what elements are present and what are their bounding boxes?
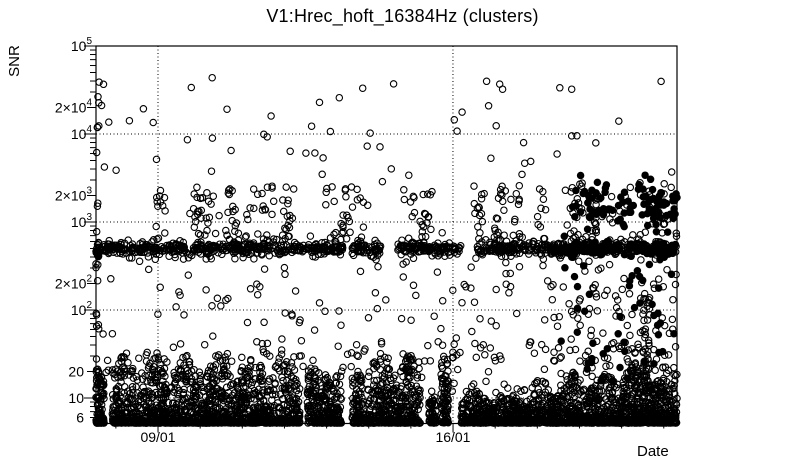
- y-tick-label: 2×103: [55, 186, 93, 204]
- points-glitch-tower: [639, 289, 654, 413]
- points-top-scatter: [97, 73, 665, 130]
- y-tick-label: 104: [71, 124, 93, 142]
- points-noise-floor-d: [303, 356, 346, 427]
- points-noise-floor-column: [437, 352, 453, 427]
- scatter-points: [92, 73, 681, 427]
- points-noise-floor-j: [555, 368, 624, 427]
- points-noise-floor-c: [166, 351, 304, 427]
- points-low-halo: [98, 338, 680, 398]
- points-mid-scatter: [92, 234, 680, 366]
- x-axis-title: Date: [637, 443, 669, 460]
- y-tick-label: 20: [68, 364, 84, 380]
- y-tick-label: 103: [71, 212, 93, 230]
- points-filled-cluster-right-top: [568, 171, 681, 236]
- plot-frame: [95, 45, 678, 425]
- points-noise-floor-h: [457, 387, 534, 427]
- y-tick-label: 2×102: [55, 274, 93, 292]
- points-open-cluster-right-top: [561, 179, 675, 239]
- chart-title: V1:Hrec_hoft_16384Hz (clusters): [266, 6, 539, 26]
- x-tick-label: 09/01: [140, 429, 175, 445]
- points-noise-floor-e: [348, 351, 424, 427]
- y-tick-label: 6: [76, 410, 84, 426]
- x-tick-label: 16/01: [435, 429, 470, 445]
- y-tick-label: 10: [68, 390, 84, 406]
- y-tick-label: 105: [71, 36, 93, 54]
- points-noise-floor-f: [425, 393, 441, 427]
- y-tick-label: 102: [71, 300, 93, 318]
- points-noise-floor-k: [616, 359, 681, 427]
- points-band-filled-left-clump: [92, 246, 103, 261]
- points-left-edge-column: [92, 78, 103, 377]
- y-tick-labels: 105 2×104 104 2×103 103 2×102 102 20 10 6: [55, 36, 93, 426]
- x-tick-labels: 09/01 16/01: [140, 429, 470, 445]
- points-open-scatter-right: [539, 230, 681, 395]
- y-tick-label: 2×104: [55, 98, 93, 116]
- points-glitch-clusters: [149, 181, 602, 257]
- points-upper-scatter: [100, 127, 676, 186]
